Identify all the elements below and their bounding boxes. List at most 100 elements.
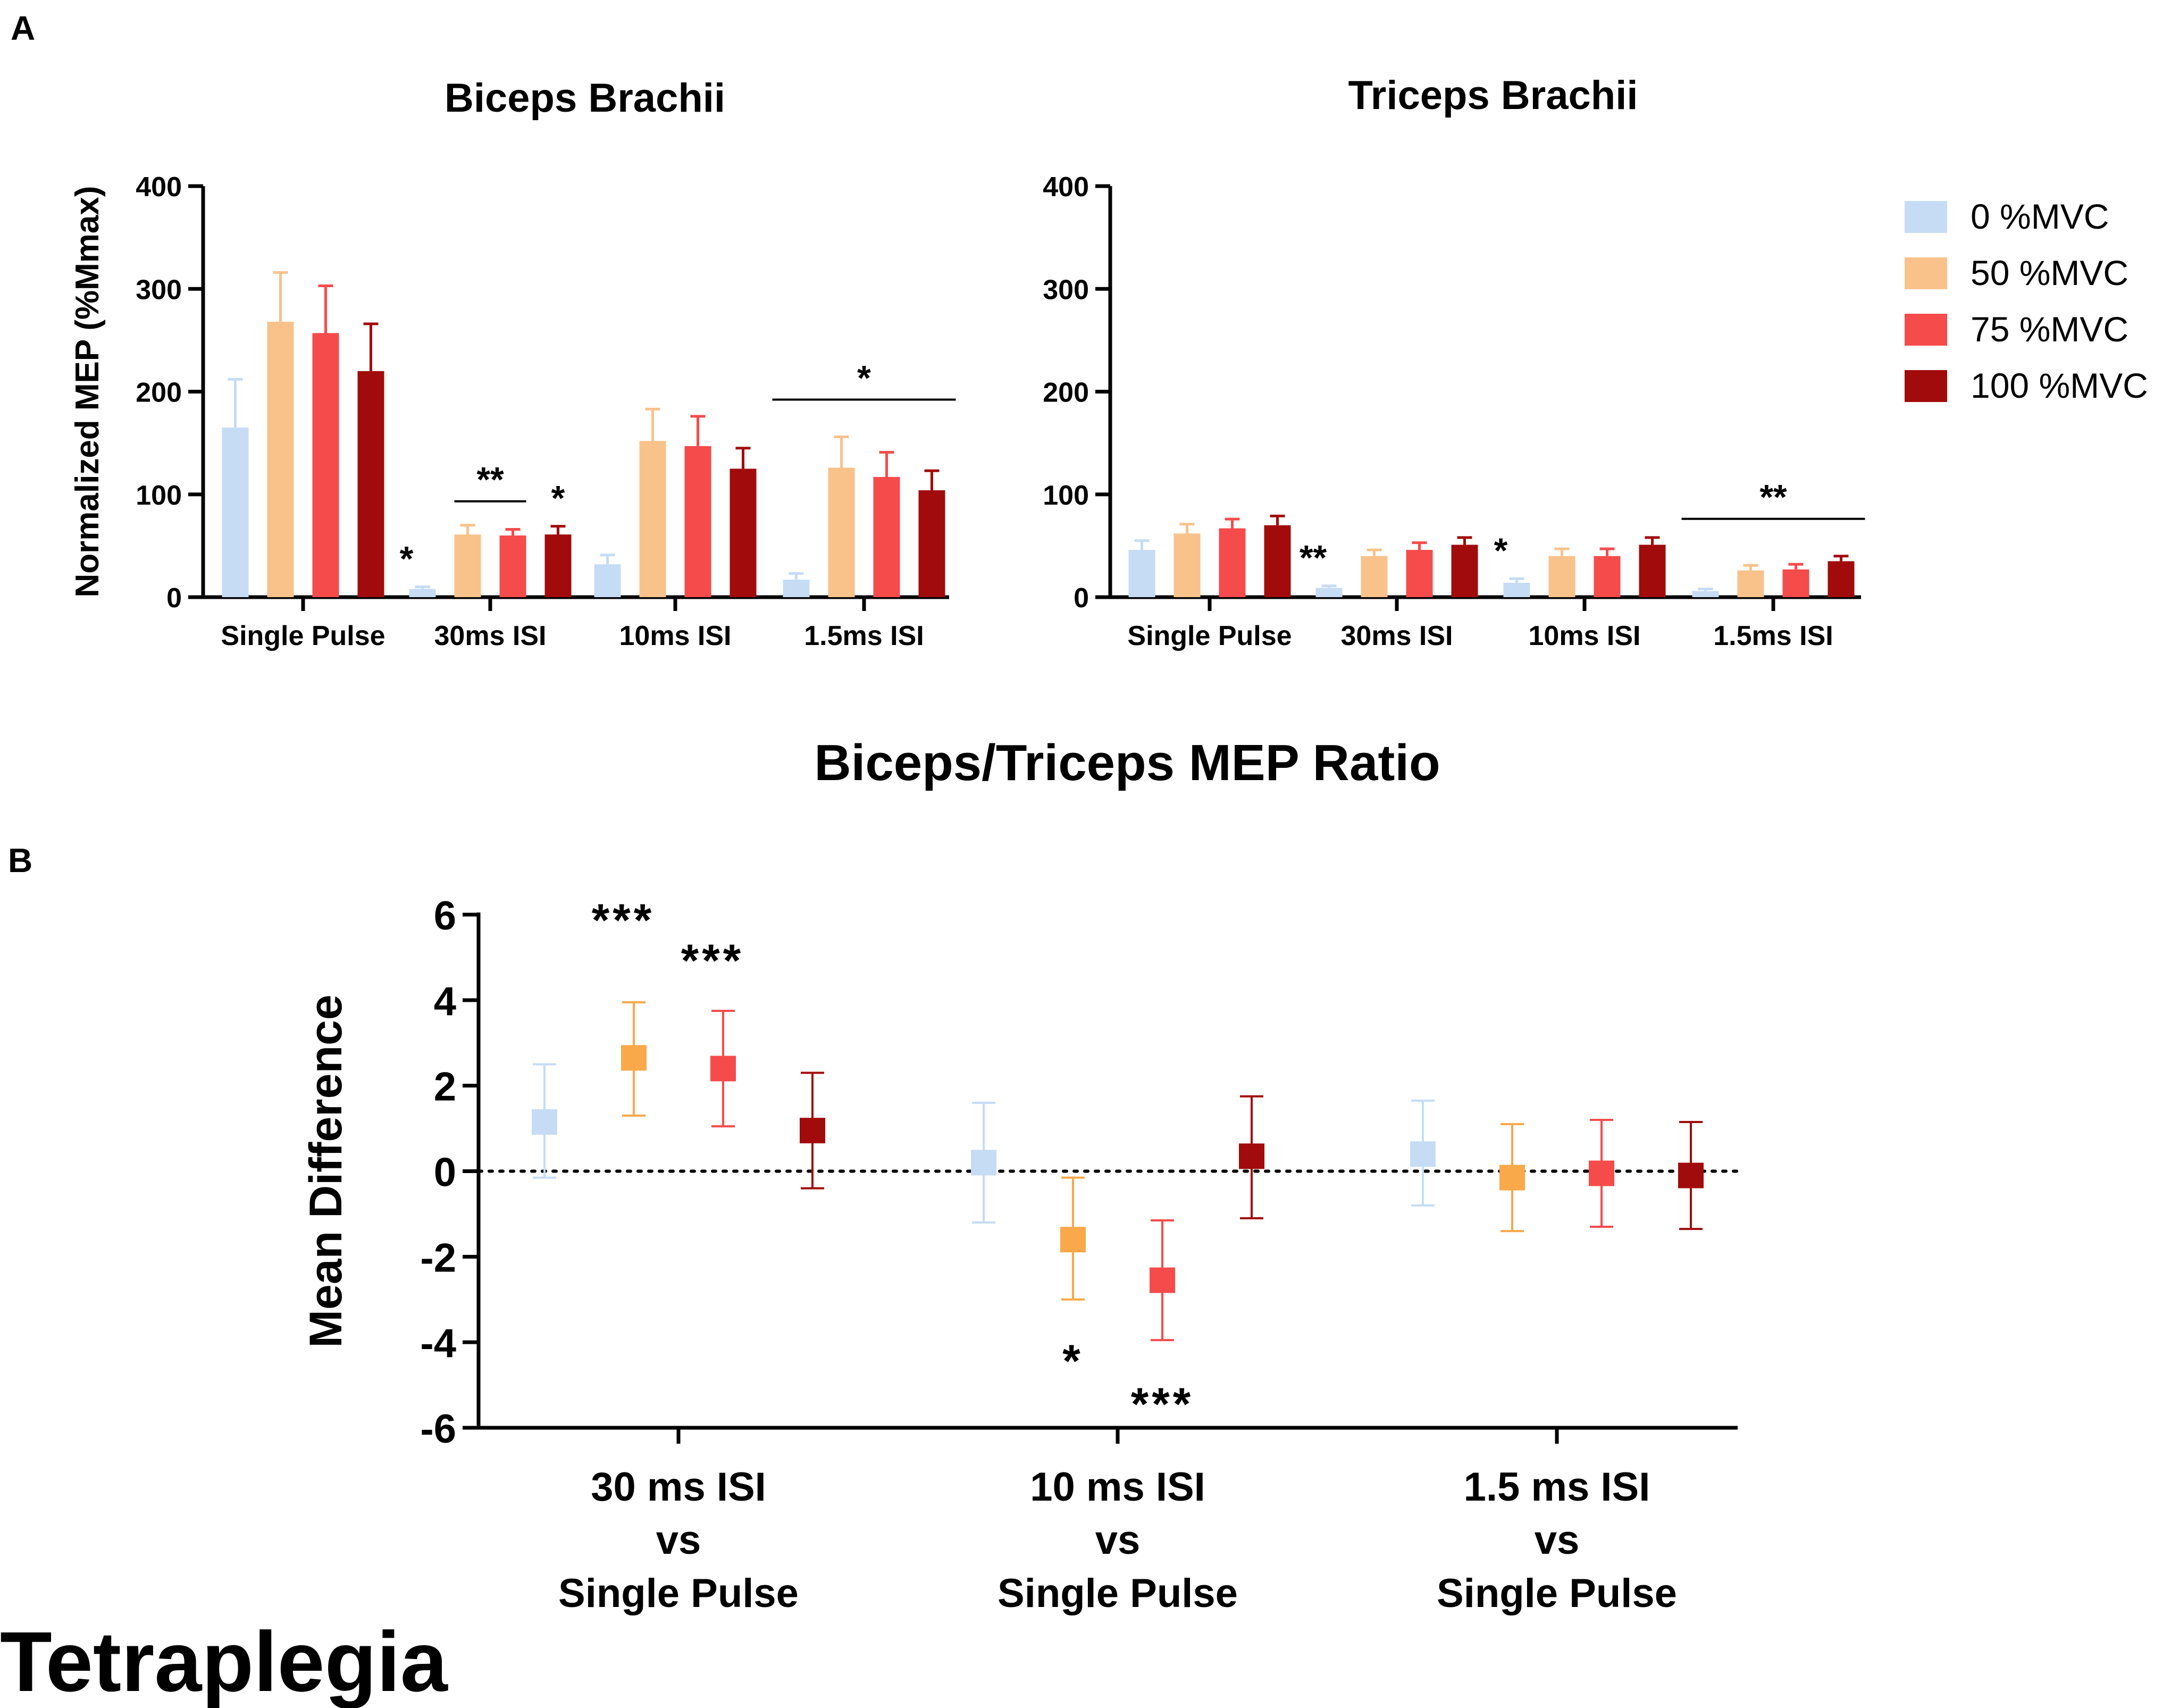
- bar-0-mvc-single-pulse: [222, 428, 249, 597]
- x-tick-label-1-5ms-isi: 1.5ms ISI: [804, 621, 924, 651]
- x-tick-label-30ms-isi: 30ms ISI: [1340, 621, 1453, 651]
- y-tick-label: 200: [136, 378, 182, 408]
- bar-50-mvc-1-5ms-isi: [1737, 570, 1764, 597]
- x-tick-label-line: Single Pulse: [558, 1571, 799, 1616]
- bar-50-mvc-1-5ms-isi: [828, 467, 855, 597]
- significance-marker: **: [476, 460, 504, 499]
- bar-100-mvc-1-5ms-isi: [918, 490, 945, 597]
- bar-75-mvc-1-5ms-isi: [873, 476, 900, 597]
- bar-50-mvc-30ms-isi: [454, 534, 481, 597]
- legend: 0 %MVC 50 %MVC 75 %MVC 100 %MVC: [1905, 197, 2148, 405]
- x-tick-label-line: 10 ms ISI: [1030, 1464, 1205, 1510]
- point-75-mvc-cmp1: [1150, 1267, 1175, 1293]
- bar-75-mvc-single-pulse: [312, 333, 339, 597]
- x-tick-label-single-pulse: Single Pulse: [1127, 621, 1292, 651]
- y-tick-label: 300: [136, 274, 182, 305]
- bar-75-mvc-1-5ms-isi: [1782, 569, 1809, 597]
- bar-100-mvc-10ms-isi: [730, 468, 757, 597]
- point-100-mvc-cmp1: [1239, 1143, 1264, 1169]
- bar-75-mvc-30ms-isi: [1406, 550, 1433, 597]
- bar-50-mvc-single-pulse: [267, 322, 294, 597]
- bar-75-mvc-10ms-isi: [684, 446, 711, 597]
- bar-100-mvc-1-5ms-isi: [1828, 561, 1855, 597]
- significance-marker: ***: [681, 935, 744, 986]
- significance-marker: ***: [1131, 1379, 1194, 1430]
- x-tick-label-30ms-isi: 30ms ISI: [434, 621, 546, 651]
- legend-label-0-mvc: 0 %MVC: [1971, 197, 2109, 236]
- legend-swatch-100-mvc: [1905, 370, 1947, 402]
- point-50-mvc-cmp0: [621, 1045, 647, 1071]
- bar-100-mvc-10ms-isi: [1639, 545, 1666, 597]
- x-tick-label-line: Single Pulse: [1437, 1571, 1677, 1616]
- chart-biceps-brachii: Biceps Brachii Normalized MEP (%Mmax) 0 100…: [69, 76, 956, 651]
- point-0-mvc-cmp0: [532, 1109, 557, 1135]
- chart-title: Biceps Brachii: [445, 76, 725, 121]
- y-axis-label: Normalized MEP (%Mmax): [69, 186, 106, 597]
- legend-label-75-mvc: 75 %MVC: [1971, 309, 2128, 349]
- y-tick-label: 400: [136, 172, 182, 203]
- legend-label-50-mvc: 50 %MVC: [1971, 253, 2128, 292]
- y-tick-label: 400: [1043, 172, 1089, 203]
- point-50-mvc-cmp2: [1499, 1165, 1525, 1191]
- point-75-mvc-cmp0: [710, 1056, 736, 1082]
- y-tick-label: -2: [420, 1235, 456, 1280]
- x-tick-label-line: 30 ms ISI: [591, 1464, 766, 1510]
- y-tick-label: 4: [434, 979, 456, 1024]
- bar-75-mvc-single-pulse: [1219, 528, 1246, 597]
- x-tick-label-line: vs: [1535, 1518, 1580, 1563]
- x-tick-label-10ms-isi: 10ms ISI: [619, 621, 731, 651]
- y-tick-label: 2: [434, 1065, 456, 1110]
- x-tick-label-line: vs: [1095, 1518, 1141, 1563]
- bar-100-mvc-30ms-isi: [1451, 545, 1478, 597]
- bar-75-mvc-30ms-isi: [499, 535, 526, 597]
- bar-100-mvc-single-pulse: [1264, 525, 1291, 597]
- significance-marker: *: [551, 479, 565, 518]
- bar-0-mvc-single-pulse: [1128, 550, 1155, 597]
- point-75-mvc-cmp2: [1589, 1160, 1614, 1186]
- bar-0-mvc-10ms-isi: [1503, 582, 1530, 597]
- bar-50-mvc-10ms-isi: [639, 441, 666, 597]
- y-tick-label: 300: [1043, 274, 1089, 305]
- y-tick-label: 0: [166, 583, 182, 614]
- point-0-mvc-cmp1: [971, 1150, 996, 1176]
- legend-swatch-50-mvc: [1905, 257, 1947, 289]
- chart-title: Triceps Brachii: [1348, 73, 1638, 118]
- bar-0-mvc-30ms-isi: [409, 589, 436, 597]
- y-tick-label: 200: [1043, 378, 1089, 408]
- significance-marker: *: [1062, 1336, 1083, 1387]
- legend-swatch-0-mvc: [1905, 201, 1947, 233]
- significance-marker: **: [1300, 538, 1327, 577]
- point-0-mvc-cmp2: [1410, 1141, 1436, 1167]
- group-label: Tetraplegia: [0, 1614, 448, 1708]
- point-100-mvc-cmp2: [1678, 1162, 1704, 1188]
- x-tick-label-line: 1.5 ms ISI: [1464, 1464, 1650, 1510]
- y-tick-label: 100: [136, 480, 182, 511]
- y-tick-label: 0: [1074, 583, 1089, 614]
- bar-100-mvc-single-pulse: [357, 371, 384, 597]
- panel-a-label: A: [11, 9, 35, 47]
- y-axis-label: Mean Difference: [300, 994, 351, 1347]
- y-tick-label: 0: [434, 1150, 456, 1195]
- bar-0-mvc-1-5ms-isi: [1692, 591, 1719, 597]
- significance-marker: *: [400, 539, 414, 579]
- bar-50-mvc-30ms-isi: [1361, 556, 1388, 597]
- x-tick-label-line: Single Pulse: [998, 1571, 1238, 1616]
- point-50-mvc-cmp1: [1060, 1227, 1086, 1253]
- legend-label-100-mvc: 100 %MVC: [1971, 366, 2148, 405]
- y-tick-label: 6: [434, 893, 456, 939]
- bar-0-mvc-10ms-isi: [594, 564, 621, 597]
- bar-0-mvc-30ms-isi: [1315, 588, 1343, 597]
- chart-title: Biceps/Triceps MEP Ratio: [814, 734, 1440, 791]
- bar-75-mvc-10ms-isi: [1594, 556, 1621, 597]
- significance-marker: *: [857, 358, 871, 398]
- chart-triceps-brachii: Triceps Brachii 0 100 200 300 400 Single Pulse…: [1043, 73, 1865, 651]
- y-tick-label: -4: [420, 1321, 456, 1366]
- bar-50-mvc-10ms-isi: [1548, 556, 1575, 597]
- x-tick-label-10ms-isi: 10ms ISI: [1528, 621, 1640, 651]
- x-tick-label-1-5ms-isi: 1.5ms ISI: [1713, 621, 1833, 651]
- legend-swatch-75-mvc: [1905, 314, 1947, 346]
- panel-b-label: B: [8, 841, 32, 880]
- x-tick-label-line: vs: [656, 1518, 701, 1563]
- significance-marker: *: [1494, 531, 1508, 570]
